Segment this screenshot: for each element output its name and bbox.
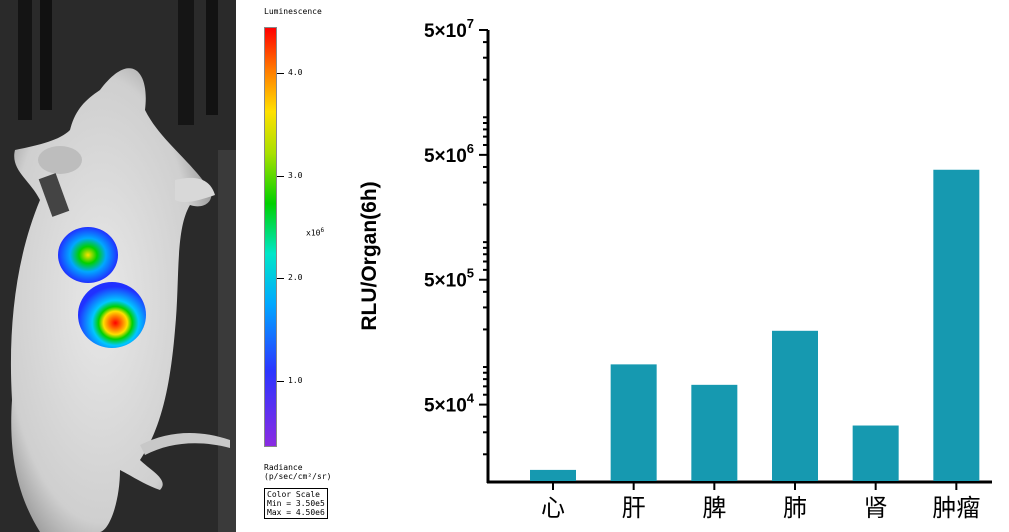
x-category-label: 肝: [622, 494, 646, 522]
y-axis-label: RLU/Organ(6h): [358, 181, 381, 330]
color-scale-box: Color Scale Min = 3.50e5 Max = 4.50e6: [264, 488, 328, 519]
color-scale-max: Max = 4.50e6: [267, 508, 325, 517]
x-category-label: 肿瘤: [932, 494, 980, 522]
radiance-unit: (p/sec/cm²/sr): [264, 472, 332, 481]
color-scale-title: Color Scale: [267, 490, 320, 499]
color-scale-min: Min = 3.50e5: [267, 499, 325, 508]
colorbar: [264, 27, 277, 447]
scale-tick-label: 2.0: [288, 273, 303, 282]
bar-5: [933, 169, 980, 481]
x-category-label: 脾: [702, 494, 726, 522]
x-category-label: 肺: [783, 494, 807, 522]
bar-2: [691, 384, 738, 481]
bar-0: [530, 469, 576, 481]
x-category-label: 心: [541, 494, 565, 522]
y-tick-label: 5×106: [424, 141, 474, 167]
scale-multiplier: x106: [306, 227, 325, 238]
color-scale-panel: Luminescence 4.0 3.0 2.0 1.0 x106 Radian…: [236, 0, 332, 532]
scale-tick-label: 4.0: [288, 68, 303, 77]
scale-tick-label: 3.0: [288, 171, 303, 180]
x-category-label: 肾: [864, 494, 888, 522]
y-tick-label: 5×104: [424, 391, 475, 417]
radiance-label: Radiance: [264, 463, 303, 472]
scale-tick: [277, 73, 284, 74]
bar-3: [772, 330, 818, 481]
bar-1: [610, 364, 657, 481]
scale-tick: [277, 278, 284, 279]
bioluminescence-image: [0, 0, 236, 532]
y-tick-label: 5×107: [424, 16, 474, 42]
scale-tick: [277, 381, 284, 382]
y-tick-label: 5×105: [424, 266, 474, 292]
scale-tick: [277, 176, 284, 177]
luminescence-title: Luminescence: [264, 7, 322, 16]
scale-tick-label: 1.0: [288, 376, 303, 385]
bar-4: [852, 425, 899, 481]
bar-chart: 5×107 5×106 5×105 5×104 RLU/Organ(6h) 心 肝 脾 肺 肾 肿瘤: [358, 16, 992, 522]
